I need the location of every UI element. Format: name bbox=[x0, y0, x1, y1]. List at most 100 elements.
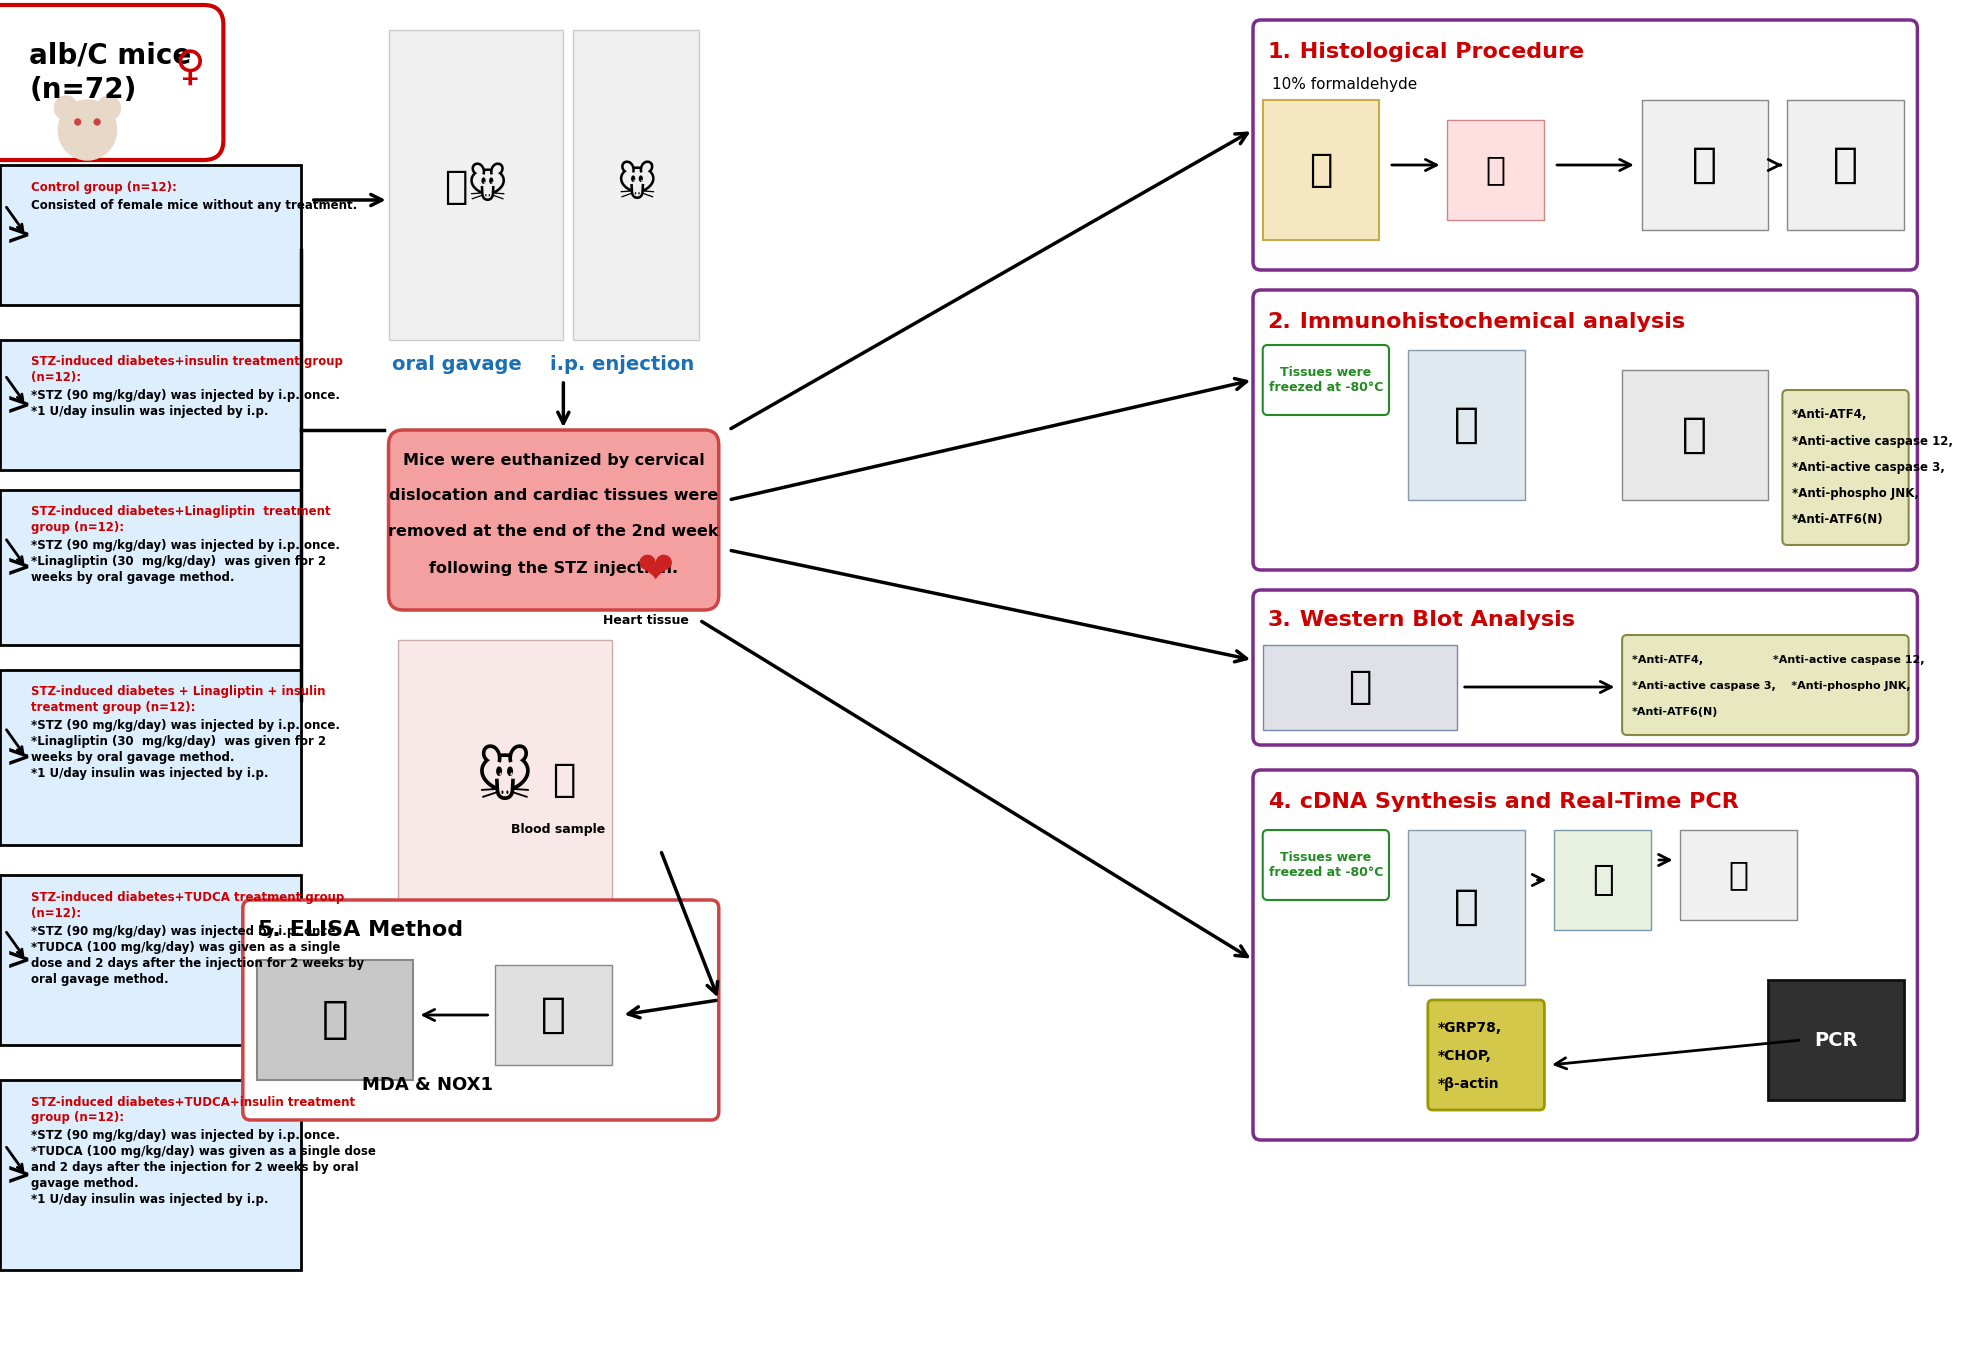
Text: *CHOP,: *CHOP, bbox=[1438, 1050, 1492, 1063]
FancyBboxPatch shape bbox=[0, 490, 302, 645]
Text: PCR: PCR bbox=[1813, 1031, 1857, 1050]
FancyBboxPatch shape bbox=[0, 670, 302, 845]
FancyBboxPatch shape bbox=[1262, 344, 1389, 415]
Circle shape bbox=[54, 96, 77, 119]
Text: *TUDCA (100 mg/kg/day) was given as a single: *TUDCA (100 mg/kg/day) was given as a si… bbox=[32, 941, 341, 953]
Text: 🧊: 🧊 bbox=[1454, 885, 1480, 928]
Text: STZ-induced diabetes+TUDCA treatment group: STZ-induced diabetes+TUDCA treatment gro… bbox=[32, 891, 345, 903]
Text: ❤: ❤ bbox=[637, 548, 675, 591]
Text: dislocation and cardiac tissues were: dislocation and cardiac tissues were bbox=[389, 488, 718, 503]
Text: 1.: 1. bbox=[1268, 42, 1292, 62]
Text: STZ-induced diabetes+Linagliptin  treatment: STZ-induced diabetes+Linagliptin treatme… bbox=[32, 506, 331, 518]
Text: following the STZ injection.: following the STZ injection. bbox=[429, 560, 679, 575]
FancyBboxPatch shape bbox=[1262, 100, 1379, 240]
FancyBboxPatch shape bbox=[399, 640, 611, 919]
Text: *1 U/day insulin was injected by i.p.: *1 U/day insulin was injected by i.p. bbox=[32, 1193, 268, 1207]
Text: oral gavage method.: oral gavage method. bbox=[32, 972, 169, 986]
Text: MDA & NOX1: MDA & NOX1 bbox=[361, 1077, 492, 1094]
Text: gavage method.: gavage method. bbox=[32, 1177, 139, 1191]
Text: *STZ (90 mg/kg/day) was injected by i.p. once.: *STZ (90 mg/kg/day) was injected by i.p.… bbox=[32, 925, 339, 937]
Text: *1 U/day insulin was injected by i.p.: *1 U/day insulin was injected by i.p. bbox=[32, 767, 268, 781]
Text: and 2 days after the injection for 2 weeks by oral: and 2 days after the injection for 2 wee… bbox=[32, 1162, 359, 1174]
Circle shape bbox=[75, 119, 81, 125]
Text: Tissues were
freezed at -80°C: Tissues were freezed at -80°C bbox=[1268, 366, 1383, 395]
Text: ⬛: ⬛ bbox=[1349, 669, 1371, 706]
FancyBboxPatch shape bbox=[0, 340, 302, 471]
FancyBboxPatch shape bbox=[1788, 100, 1905, 231]
Text: STZ-induced diabetes+insulin treatment group: STZ-induced diabetes+insulin treatment g… bbox=[32, 355, 343, 369]
FancyBboxPatch shape bbox=[1409, 830, 1526, 984]
Text: ⬜: ⬜ bbox=[542, 994, 565, 1036]
Text: 🩸: 🩸 bbox=[552, 761, 575, 799]
Text: *TUDCA (100 mg/kg/day) was given as a single dose: *TUDCA (100 mg/kg/day) was given as a si… bbox=[32, 1146, 375, 1158]
Text: *Anti-active caspase 3,    *Anti-phospho JNK,: *Anti-active caspase 3, *Anti-phospho JN… bbox=[1631, 681, 1911, 692]
Text: 🧊: 🧊 bbox=[1454, 404, 1480, 446]
Text: weeks by oral gavage method.: weeks by oral gavage method. bbox=[32, 571, 234, 584]
Text: 🔬: 🔬 bbox=[1486, 153, 1506, 187]
Text: Blood sample: Blood sample bbox=[512, 823, 605, 837]
Text: 2.: 2. bbox=[1268, 312, 1292, 332]
Text: (n=12):: (n=12): bbox=[32, 372, 81, 385]
Text: >: > bbox=[6, 1161, 32, 1189]
Text: STZ-induced diabetes + Linagliptin + insulin: STZ-induced diabetes + Linagliptin + ins… bbox=[32, 686, 325, 698]
FancyBboxPatch shape bbox=[1768, 980, 1905, 1100]
Text: *Anti-ATF4,                  *Anti-active caspase 12,: *Anti-ATF4, *Anti-active caspase 12, bbox=[1631, 655, 1924, 664]
Text: >: > bbox=[6, 553, 32, 582]
Circle shape bbox=[93, 119, 99, 125]
FancyBboxPatch shape bbox=[1254, 290, 1917, 570]
Text: Heart tissue: Heart tissue bbox=[603, 613, 688, 626]
Text: *STZ (90 mg/kg/day) was injected by i.p. once.: *STZ (90 mg/kg/day) was injected by i.p.… bbox=[32, 540, 339, 552]
Text: (n=12):: (n=12): bbox=[32, 907, 81, 919]
Text: alb/C mice: alb/C mice bbox=[30, 41, 190, 69]
Text: 10% formaldehyde: 10% formaldehyde bbox=[1272, 77, 1419, 92]
Text: cDNA Synthesis and Real-Time PCR: cDNA Synthesis and Real-Time PCR bbox=[1292, 792, 1738, 812]
Text: 🧪: 🧪 bbox=[1309, 151, 1333, 188]
Text: weeks by oral gavage method.: weeks by oral gavage method. bbox=[32, 751, 234, 765]
FancyBboxPatch shape bbox=[1623, 635, 1909, 735]
Text: removed at the end of the 2nd week: removed at the end of the 2nd week bbox=[389, 525, 718, 540]
Text: ⬛: ⬛ bbox=[321, 998, 349, 1041]
Text: >: > bbox=[6, 221, 32, 250]
Text: ⬛: ⬛ bbox=[1728, 858, 1748, 891]
FancyBboxPatch shape bbox=[0, 5, 224, 160]
FancyBboxPatch shape bbox=[258, 960, 413, 1079]
FancyBboxPatch shape bbox=[1428, 999, 1544, 1111]
Text: 3.: 3. bbox=[1268, 610, 1292, 631]
FancyBboxPatch shape bbox=[1254, 20, 1917, 270]
FancyBboxPatch shape bbox=[496, 965, 611, 1064]
Text: *Linagliptin (30  mg/kg/day)  was given for 2: *Linagliptin (30 mg/kg/day) was given fo… bbox=[32, 735, 325, 749]
Circle shape bbox=[58, 100, 117, 160]
Text: Consisted of female mice without any treatment.: Consisted of female mice without any tre… bbox=[32, 198, 357, 212]
Text: 💉🐭: 💉🐭 bbox=[444, 164, 508, 206]
Text: *STZ (90 mg/kg/day) was injected by i.p. once.: *STZ (90 mg/kg/day) was injected by i.p.… bbox=[32, 720, 339, 732]
Text: >: > bbox=[6, 743, 32, 772]
Text: dose and 2 days after the injection for 2 weeks by: dose and 2 days after the injection for … bbox=[32, 956, 365, 970]
Text: *Anti-active caspase 12,: *Anti-active caspase 12, bbox=[1792, 434, 1952, 447]
FancyBboxPatch shape bbox=[242, 900, 718, 1120]
Text: i.p. enjection: i.p. enjection bbox=[550, 355, 694, 374]
FancyBboxPatch shape bbox=[1254, 770, 1917, 1140]
Text: ELISA Method: ELISA Method bbox=[282, 919, 462, 940]
Text: *STZ (90 mg/kg/day) was injected by i.p. once.: *STZ (90 mg/kg/day) was injected by i.p.… bbox=[32, 1130, 339, 1143]
Text: *Anti-active caspase 3,: *Anti-active caspase 3, bbox=[1792, 461, 1944, 473]
Text: *1 U/day insulin was injected by i.p.: *1 U/day insulin was injected by i.p. bbox=[32, 405, 268, 419]
Text: oral gavage: oral gavage bbox=[391, 355, 522, 374]
FancyBboxPatch shape bbox=[1623, 370, 1768, 500]
FancyBboxPatch shape bbox=[0, 875, 302, 1045]
Text: 🔬: 🔬 bbox=[1692, 144, 1718, 186]
Text: 🐭: 🐭 bbox=[615, 165, 657, 205]
FancyBboxPatch shape bbox=[1409, 350, 1526, 500]
FancyBboxPatch shape bbox=[0, 165, 302, 305]
Text: ♀: ♀ bbox=[175, 47, 204, 89]
Text: treatment group (n=12):: treatment group (n=12): bbox=[32, 701, 196, 715]
FancyBboxPatch shape bbox=[389, 430, 718, 610]
Text: Immunohistochemical analysis: Immunohistochemical analysis bbox=[1292, 312, 1684, 332]
FancyBboxPatch shape bbox=[0, 1079, 302, 1271]
Text: 4.: 4. bbox=[1268, 792, 1292, 812]
Text: (n=72): (n=72) bbox=[30, 76, 137, 104]
Text: group (n=12):: group (n=12): bbox=[32, 522, 125, 534]
Text: 🧫: 🧫 bbox=[1591, 862, 1613, 898]
Text: 5.: 5. bbox=[258, 919, 282, 940]
Text: Mice were euthanized by cervical: Mice were euthanized by cervical bbox=[403, 453, 704, 468]
FancyBboxPatch shape bbox=[1782, 391, 1909, 545]
